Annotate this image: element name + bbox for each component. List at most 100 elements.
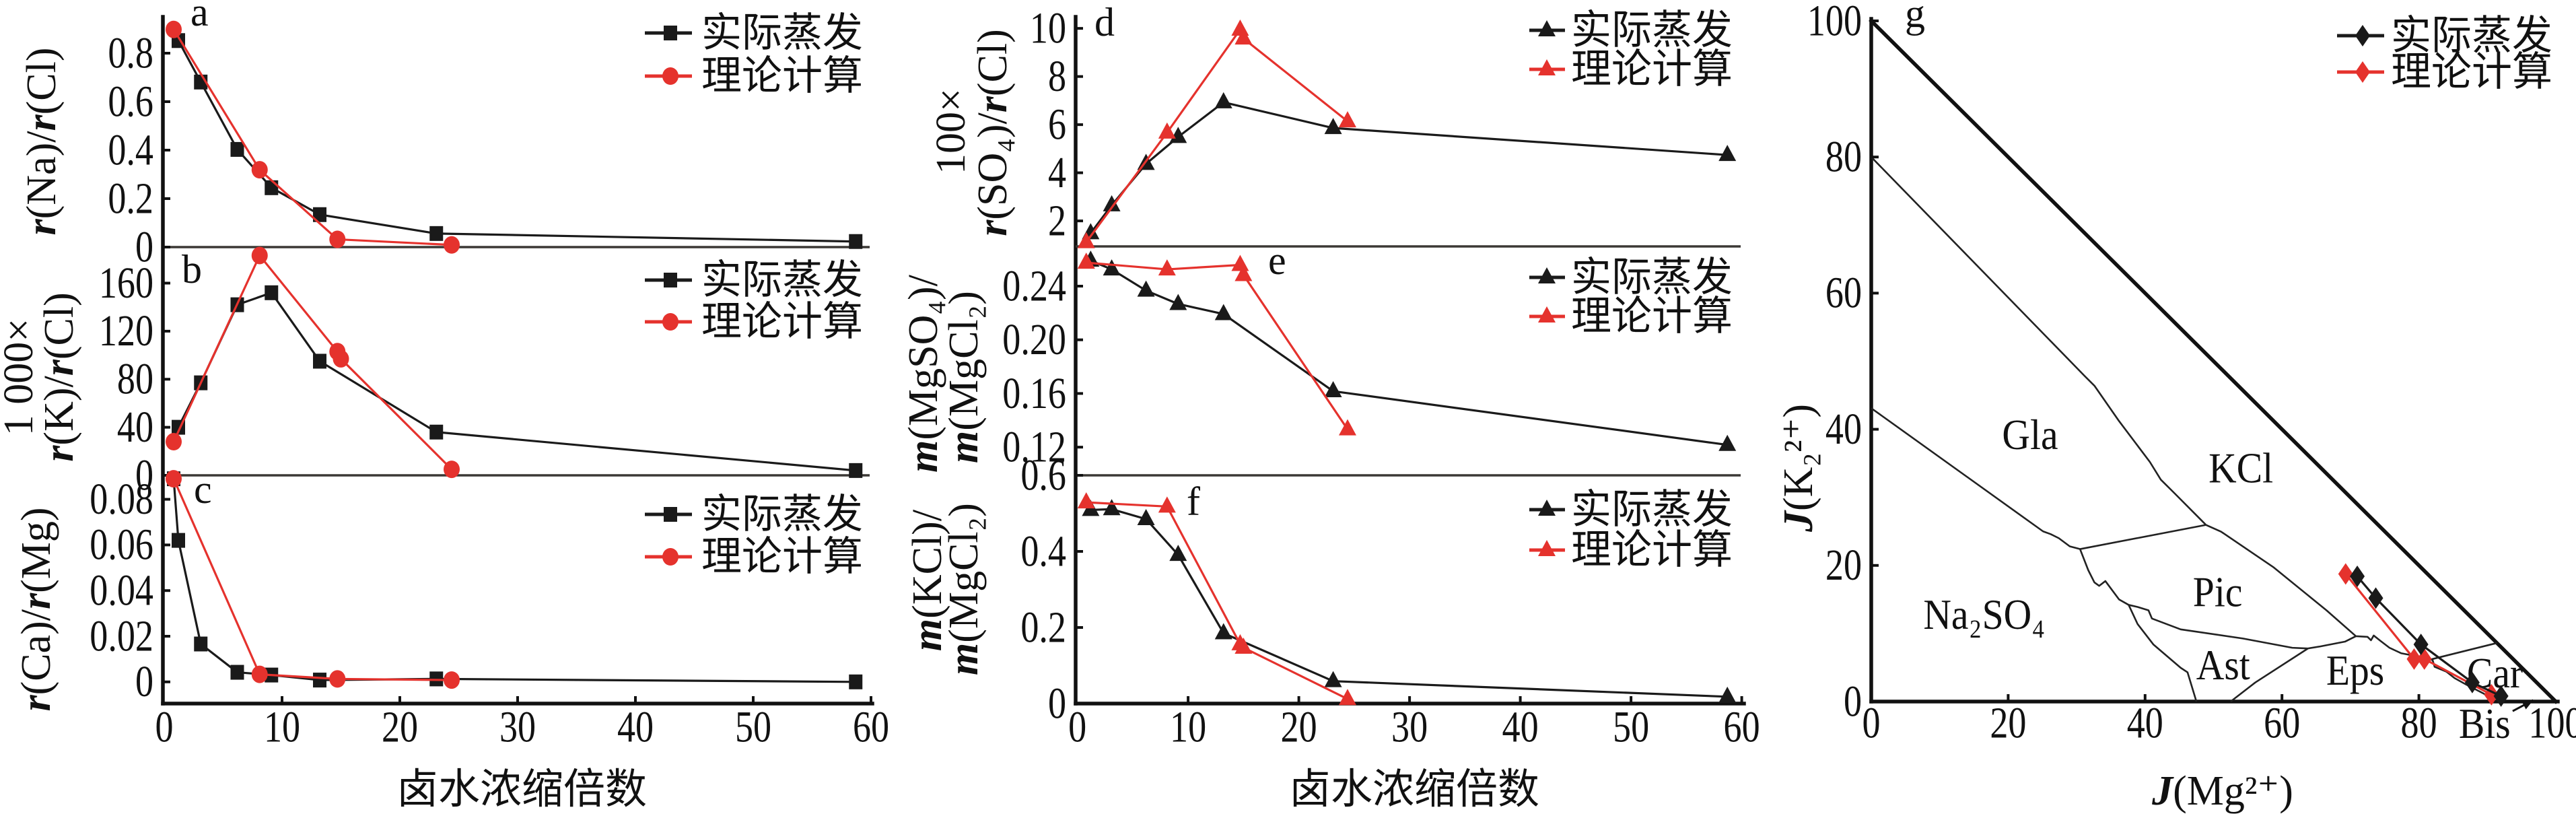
phase-boundary xyxy=(1871,156,2207,526)
data-point-triangle xyxy=(1158,259,1176,276)
series-theoretical-calculation xyxy=(1077,492,1356,706)
legend-entry: 理论计算 xyxy=(645,535,863,579)
legend-label: 理论计算 xyxy=(701,535,863,579)
legend-entry: 实际蒸发 xyxy=(1529,487,1733,532)
data-point-triangle xyxy=(1214,304,1232,320)
data-point-triangle xyxy=(1718,686,1737,703)
legend-label: 理论计算 xyxy=(2391,50,2552,94)
y-axis-label: r(K)/r(Cl) xyxy=(36,292,82,461)
data-point-square xyxy=(230,141,244,157)
label-text: 1 000× xyxy=(0,318,42,436)
data-point-circle xyxy=(329,230,346,248)
x-tick-label: 20 xyxy=(1990,698,2026,747)
y-tick-label: 0.16 xyxy=(1002,369,1066,418)
series-line xyxy=(1090,101,1728,234)
x-tick-label: 60 xyxy=(853,702,889,751)
label-text: 卤水浓缩倍数 xyxy=(396,767,647,813)
phase-boundary xyxy=(2079,524,2206,550)
y-axis-label: m(MgCl₂) xyxy=(941,291,987,463)
legend-label: 实际蒸发 xyxy=(701,11,863,55)
y-axis-label: 100× xyxy=(928,88,974,174)
label-text: (Na)/ xyxy=(19,131,65,219)
legend-marker-circle xyxy=(662,313,678,331)
y-tick-label: 0.6 xyxy=(108,77,153,126)
legend-label: 实际蒸发 xyxy=(1571,487,1733,532)
legend-entry: 理论计算 xyxy=(645,300,863,344)
x-tick-label: 0 xyxy=(1068,702,1086,751)
y-tick-label: 0.20 xyxy=(1002,315,1066,364)
data-point-circle xyxy=(166,433,182,451)
panel-label: b xyxy=(182,247,202,292)
phase-region-label: KCl xyxy=(2208,445,2273,492)
data-point-circle xyxy=(444,671,460,689)
phase-region-label: Ast xyxy=(2196,642,2250,689)
phase-region-label: Na₂SO₄ xyxy=(1923,591,2045,638)
series-theoretical-calculation xyxy=(166,470,460,689)
data-point-triangle xyxy=(1158,496,1176,513)
variable-symbol: J xyxy=(1776,510,1821,533)
legend-entry: 实际蒸发 xyxy=(1529,255,1733,300)
legend-label: 理论计算 xyxy=(1571,528,1733,572)
phase-region-label: Gla xyxy=(2002,411,2058,458)
legend-entry: 理论计算 xyxy=(645,54,863,98)
legend-entry: 实际蒸发 xyxy=(645,492,863,537)
label-text: 100× xyxy=(928,88,974,174)
legend-marker-triangle xyxy=(1538,540,1556,556)
panel-c: 00.020.040.060.080 10 20 30 40 50 60r(Ca)/r(Mg… xyxy=(13,467,889,813)
panel-label: a xyxy=(190,0,209,34)
legend-marker-square xyxy=(664,273,677,287)
variable-symbol: r xyxy=(36,359,82,376)
legend-label: 理论计算 xyxy=(701,54,863,98)
panel-label: g xyxy=(1905,0,1925,36)
phase-boundary xyxy=(2205,524,2495,703)
series-theoretical-calculation xyxy=(166,246,460,479)
y-tick-label: 0.02 xyxy=(90,611,153,660)
legend-entry: 实际蒸发 xyxy=(2337,13,2552,58)
label-text: (Ca)/ xyxy=(13,609,59,695)
y-axis-label: r(Ca)/r(Mg) xyxy=(13,507,59,711)
data-point-square xyxy=(194,636,208,652)
data-point-triangle xyxy=(1338,689,1356,706)
variable-symbol: r xyxy=(13,695,59,712)
y-tick-label: 40 xyxy=(117,403,153,452)
legend-marker-circle xyxy=(662,67,678,85)
variable-symbol: r xyxy=(36,445,82,462)
data-point-triangle xyxy=(1718,434,1737,451)
y-axis-label: m(KCl)/ xyxy=(905,509,950,651)
legend-marker-diamond xyxy=(2355,25,2370,46)
data-point-diamond xyxy=(2350,565,2365,587)
legend-entry: 实际蒸发 xyxy=(645,11,863,55)
label-text: (Mg) xyxy=(13,507,59,592)
y-tick-label: 0 xyxy=(135,450,153,500)
data-point-triangle xyxy=(1137,508,1155,525)
x-tick-label: 40 xyxy=(1502,702,1539,751)
legend-marker-diamond xyxy=(2355,61,2370,83)
data-point-triangle xyxy=(1103,259,1121,276)
legend-marker-triangle xyxy=(1538,306,1556,322)
legend-entry: 实际蒸发 xyxy=(645,258,863,302)
data-point-diamond xyxy=(2493,685,2509,707)
label-text: (KCl)/ xyxy=(905,509,950,619)
variable-symbol: r xyxy=(970,219,1016,236)
legend-label: 理论计算 xyxy=(1571,294,1733,339)
left-column-axes xyxy=(161,15,874,706)
legend-label: 实际蒸发 xyxy=(1571,8,1733,53)
series-theoretical-calculation xyxy=(1077,19,1356,248)
y-tick-label: 0 xyxy=(135,657,153,706)
series-actual-evaporation xyxy=(1082,499,1737,703)
variable-symbol: r xyxy=(19,114,65,131)
data-point-circle xyxy=(444,236,460,254)
data-point-square xyxy=(172,533,185,548)
x-tick-label: 30 xyxy=(499,702,536,751)
data-point-triangle xyxy=(1077,252,1095,269)
variable-symbol: r xyxy=(13,592,59,609)
y-tick-label: 0 xyxy=(1844,677,1862,726)
panel-e: 0.120.160.200.24m(MgSO₄)/m(MgCl₂)e 实际蒸发理论… xyxy=(901,238,1737,473)
x-axis-label: 卤水浓缩倍数 xyxy=(396,767,647,813)
data-point-circle xyxy=(329,670,346,688)
phase-boundary xyxy=(2230,648,2309,703)
